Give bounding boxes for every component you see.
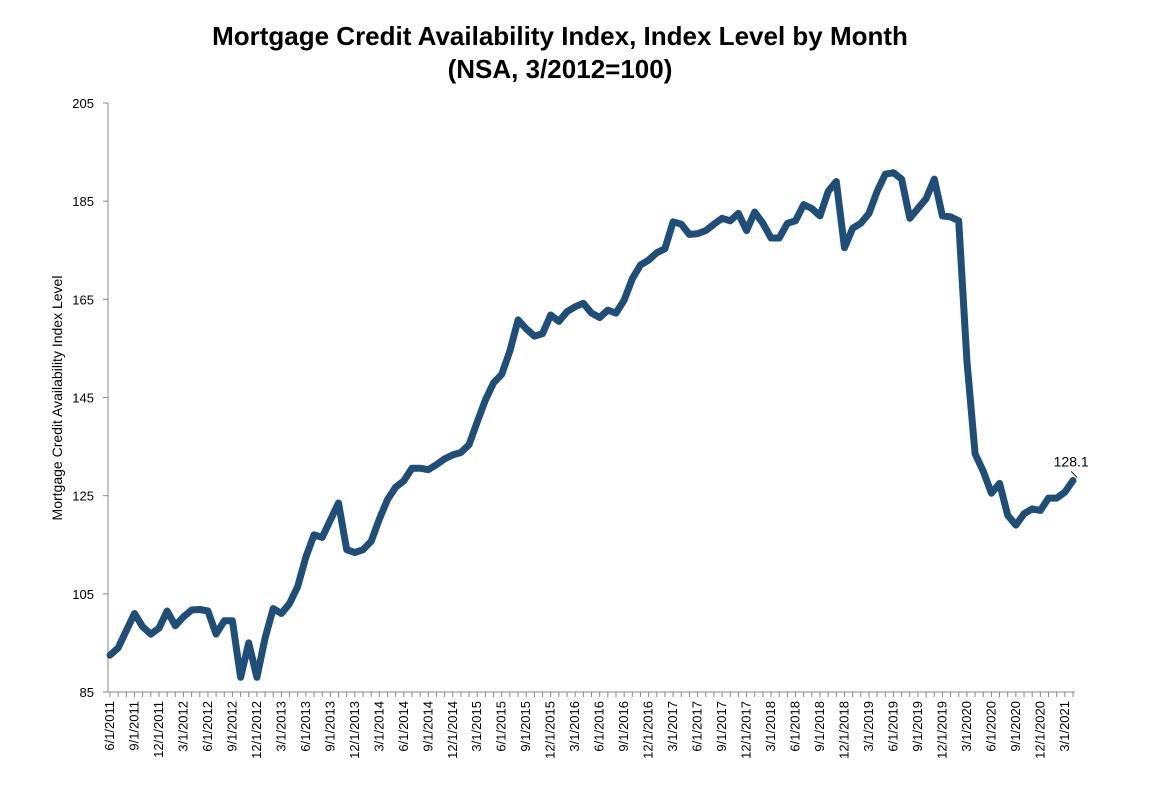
x-ticks: 6/1/2011 9/1/2011 12/1/2011 3/1/2012 6/1/201…	[102, 692, 1074, 759]
chart-subtitle: (NSA, 3/2012=100)	[448, 54, 673, 84]
x-tick-label: 3/1/2013	[273, 701, 288, 752]
y-tick-label: 185	[72, 194, 94, 209]
x-tick-label: 9/1/2020	[1008, 701, 1023, 752]
x-tick-label: 3/1/2018	[763, 701, 778, 752]
x-tick-label: 3/1/2019	[861, 701, 876, 752]
x-tick-label: 12/1/2013	[347, 701, 362, 759]
x-tick-label: 6/1/2015	[494, 701, 509, 752]
data-label-leader	[1070, 471, 1078, 478]
x-tick-label: 9/1/2011	[126, 701, 141, 751]
data-label: 128.1	[1054, 453, 1089, 469]
x-tick-label: 12/1/2011	[151, 701, 166, 758]
x-tick-label: 12/1/2014	[445, 701, 460, 759]
x-tick-label: 9/1/2018	[812, 701, 827, 752]
x-tick-label: 3/1/2017	[665, 701, 680, 752]
x-tick-label: 3/1/2016	[567, 701, 582, 752]
x-tick-label: 6/1/2013	[298, 701, 313, 752]
x-tick-label: 6/1/2017	[690, 701, 705, 752]
x-tick-label: 3/1/2014	[371, 701, 386, 752]
y-axis-title: Mortgage Credit Availability Index Level	[49, 276, 65, 521]
x-tick-label: 12/1/2017	[739, 701, 754, 759]
x-tick-label: 6/1/2020	[983, 701, 998, 752]
x-tick-label: 12/1/2012	[249, 701, 264, 759]
x-tick-label: 3/1/2015	[469, 701, 484, 752]
annotations: 128.1	[1054, 453, 1089, 478]
y-tick-label: 85	[80, 685, 94, 700]
x-tick-label: 9/1/2016	[616, 701, 631, 752]
x-tick-label: 3/1/2021	[1057, 701, 1072, 752]
x-tick-label: 6/1/2012	[200, 701, 215, 752]
x-tick-label: 9/1/2017	[714, 701, 729, 752]
x-tick-label: 3/1/2020	[959, 701, 974, 752]
x-tick-label: 6/1/2019	[885, 701, 900, 752]
x-tick-label: 9/1/2013	[322, 701, 337, 752]
y-tick-label: 125	[72, 489, 94, 504]
series-line	[106, 169, 1077, 681]
x-tick-label: 9/1/2012	[224, 701, 239, 752]
x-tick-label: 6/1/2014	[396, 701, 411, 752]
y-tick-label: 205	[72, 96, 94, 111]
y-tick-label: 105	[72, 587, 94, 602]
x-tick-label: 6/1/2016	[592, 701, 607, 752]
y-tick-label: 165	[72, 292, 94, 307]
x-tick-label: 6/1/2011	[102, 701, 117, 751]
x-tick-label: 9/1/2015	[518, 701, 533, 752]
x-tick-label: 12/1/2019	[934, 701, 949, 759]
y-tick-label: 145	[72, 391, 94, 406]
y-ticks: 85 105 125 145 165 185 205	[72, 96, 108, 700]
x-tick-label: 12/1/2020	[1032, 701, 1047, 759]
x-tick-label: 3/1/2012	[175, 701, 190, 752]
x-tick-label: 12/1/2018	[836, 701, 851, 759]
chart-title: Mortgage Credit Availability Index, Inde…	[212, 21, 908, 51]
x-tick-label: 9/1/2019	[910, 701, 925, 752]
x-tick-label: 12/1/2015	[543, 701, 558, 759]
x-tick-label: 12/1/2016	[641, 701, 656, 759]
x-tick-label: 9/1/2014	[420, 701, 435, 752]
x-tick-label: 6/1/2018	[788, 701, 803, 752]
